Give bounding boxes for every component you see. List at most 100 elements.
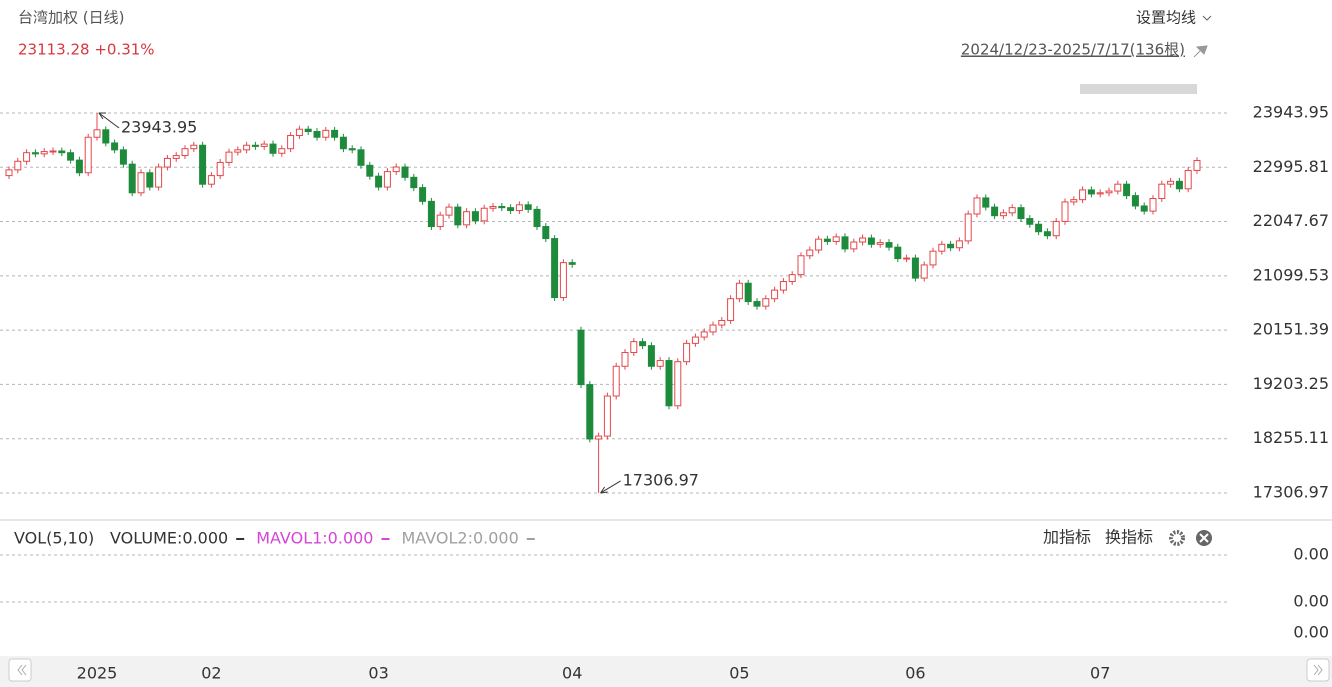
candle-body	[683, 342, 691, 363]
annotation-label: 17306.97	[623, 470, 699, 489]
candle-body	[480, 207, 488, 222]
candle-body	[524, 204, 532, 210]
candle-body	[568, 262, 576, 265]
range-slider[interactable]	[1080, 84, 1197, 94]
candle-body	[392, 166, 400, 173]
y-tick-label: 20151.39	[1253, 320, 1329, 339]
annotation-arrow	[600, 480, 621, 494]
chart-title: 台湾加权 (日线)	[18, 9, 124, 27]
candle-body	[947, 243, 955, 249]
candle-body	[1114, 183, 1122, 192]
candle-body	[322, 129, 330, 138]
candle-body	[1096, 192, 1104, 195]
candle-body	[331, 129, 339, 138]
ma-setting[interactable]: 设置均线	[1136, 9, 1196, 27]
candle-body	[58, 150, 66, 154]
candle-body	[779, 281, 787, 291]
candle-body	[841, 236, 849, 250]
indicator-button[interactable]: 加指标	[1043, 528, 1091, 547]
candle-body	[366, 164, 374, 177]
candle-body	[410, 176, 418, 189]
candle-body	[885, 242, 893, 248]
candle-body	[973, 197, 981, 215]
y-tick-label: 0.00	[1293, 623, 1329, 642]
candle-body	[735, 282, 743, 300]
y-tick-label: 0.00	[1293, 592, 1329, 611]
candle-body	[1070, 199, 1078, 203]
candle-body	[700, 331, 708, 338]
candle-body	[665, 360, 673, 407]
candle-body	[146, 172, 154, 188]
candle-body	[313, 131, 321, 138]
range-label[interactable]: 2024/12/23-2025/7/17(136根)	[961, 41, 1185, 59]
dropdown-icon[interactable]	[1202, 15, 1212, 21]
scroll-right-icon[interactable]	[1313, 664, 1323, 676]
candle-body	[1167, 180, 1175, 185]
candle-body	[445, 206, 453, 216]
candle-body	[586, 384, 594, 440]
candle-body	[190, 144, 198, 150]
candle-body	[867, 237, 875, 245]
candle-body	[419, 187, 427, 202]
candle-body	[894, 246, 902, 260]
candle-body	[339, 136, 347, 150]
indicator-item: VOLUME:0.000	[110, 529, 228, 548]
y-tick-label: 19203.25	[1253, 374, 1329, 393]
candle-body	[251, 144, 259, 147]
candle-body	[31, 152, 39, 155]
candle-body	[507, 207, 515, 212]
pin-icon[interactable]	[1193, 45, 1208, 58]
y-tick-label: 17306.97	[1253, 482, 1329, 501]
candle-body	[1175, 180, 1183, 190]
candle-body	[84, 136, 92, 174]
y-tick-label: 0.00	[1293, 545, 1329, 564]
candle-body	[1123, 183, 1131, 197]
candle-body	[771, 289, 779, 300]
candle-body	[1158, 183, 1166, 200]
y-tick-label: 21099.53	[1253, 265, 1329, 284]
candle-body	[454, 206, 462, 226]
candle-body	[436, 214, 444, 228]
candle-body	[542, 226, 550, 240]
settings-icon[interactable]	[1169, 530, 1185, 546]
candle-body	[1035, 223, 1043, 233]
candle-body	[23, 152, 31, 162]
candle-body	[999, 212, 1007, 217]
candle-body	[49, 150, 57, 153]
scroll-left[interactable]	[8, 658, 32, 682]
candle-body	[471, 211, 479, 222]
candle-body	[920, 264, 928, 279]
candle-body	[797, 255, 805, 276]
candle-body	[1131, 195, 1139, 207]
candle-body	[137, 172, 145, 194]
candle-body	[691, 336, 699, 344]
quote: 23113.28 +0.31%	[18, 41, 155, 59]
candle-body	[67, 152, 75, 161]
candle-body	[1008, 207, 1016, 214]
indicator-item: MAVOL2:0.000	[401, 529, 518, 548]
candle-body	[991, 206, 999, 217]
candle-body	[260, 143, 268, 147]
candle-body	[630, 341, 638, 354]
candle-body	[938, 243, 946, 252]
indicator-button[interactable]: 换指标	[1105, 528, 1153, 547]
candle-body	[753, 301, 761, 307]
candle-body	[656, 360, 664, 367]
candle-body	[489, 206, 497, 209]
candle-body	[955, 240, 963, 249]
x-tick-label: 2025	[77, 664, 118, 683]
y-tick-label: 23943.95	[1253, 102, 1329, 121]
time-axis-bar	[0, 656, 1332, 687]
candle-body	[744, 282, 752, 303]
candle-body	[93, 129, 101, 138]
y-tick-label: 22047.67	[1253, 211, 1329, 230]
candle-body	[128, 163, 136, 194]
scroll-left-icon[interactable]	[17, 664, 27, 676]
candle-body	[287, 135, 295, 150]
candle-body	[674, 361, 682, 407]
candle-body	[383, 171, 391, 188]
candle-body	[929, 250, 937, 266]
candle-body	[119, 149, 127, 165]
indicator-name: VOL(5,10)	[14, 529, 94, 548]
